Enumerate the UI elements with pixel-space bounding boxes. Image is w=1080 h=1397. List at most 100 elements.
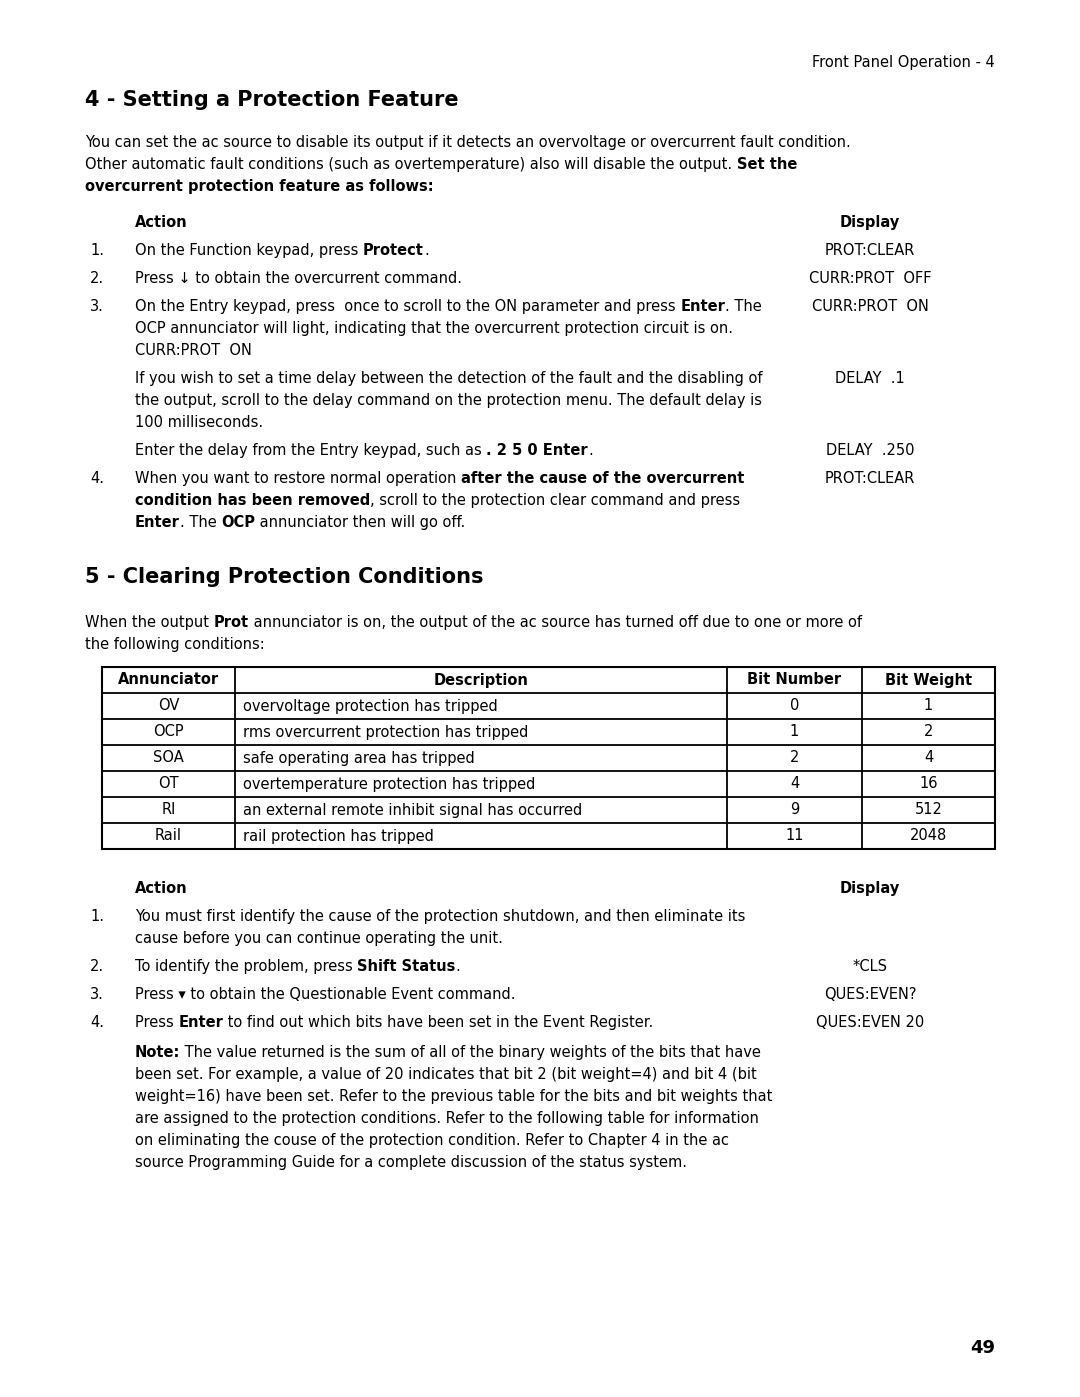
Text: Shift Status: Shift Status: [357, 958, 456, 974]
Text: PROT:CLEAR: PROT:CLEAR: [825, 471, 915, 486]
Text: Prot: Prot: [214, 615, 248, 630]
Text: Bit Number: Bit Number: [747, 672, 841, 687]
Text: To identify the problem, press: To identify the problem, press: [135, 958, 357, 974]
Text: 2.: 2.: [90, 271, 104, 286]
Text: annunciator is on, the output of the ac source has turned off due to one or more: annunciator is on, the output of the ac …: [248, 615, 862, 630]
Text: 0: 0: [789, 698, 799, 714]
Text: . 2 5 0 Enter: . 2 5 0 Enter: [486, 443, 588, 458]
Text: overvoltage protection has tripped: overvoltage protection has tripped: [243, 698, 498, 714]
Text: Bit Weight: Bit Weight: [885, 672, 972, 687]
Text: 16: 16: [919, 777, 937, 792]
Text: 1.: 1.: [90, 243, 104, 258]
Text: the output, scroll to the delay command on the protection menu. The default dela: the output, scroll to the delay command …: [135, 393, 762, 408]
Text: 2048: 2048: [909, 828, 947, 844]
Text: On the Function keypad, press: On the Function keypad, press: [135, 243, 363, 258]
Text: annunciator then will go off.: annunciator then will go off.: [255, 515, 465, 529]
Text: , scroll to the protection clear command and press: , scroll to the protection clear command…: [370, 493, 741, 509]
Text: weight=16) have been set. Refer to the previous table for the bits and bit weigh: weight=16) have been set. Refer to the p…: [135, 1090, 772, 1104]
Text: Protect: Protect: [363, 243, 423, 258]
Text: CURR:PROT  ON: CURR:PROT ON: [811, 299, 929, 314]
Text: *CLS: *CLS: [852, 958, 888, 974]
Text: 4: 4: [789, 777, 799, 792]
Text: 4 - Setting a Protection Feature: 4 - Setting a Protection Feature: [85, 89, 459, 110]
Text: rms overcurrent protection has tripped: rms overcurrent protection has tripped: [243, 725, 528, 739]
Text: OV: OV: [158, 698, 179, 714]
Text: .: .: [423, 243, 429, 258]
Text: 100 milliseconds.: 100 milliseconds.: [135, 415, 264, 430]
Text: DELAY  .250: DELAY .250: [826, 443, 915, 458]
Text: source Programming Guide for a complete discussion of the status system.: source Programming Guide for a complete …: [135, 1155, 687, 1171]
Text: are assigned to the protection conditions. Refer to the following table for info: are assigned to the protection condition…: [135, 1111, 759, 1126]
Text: cause before you can continue operating the unit.: cause before you can continue operating …: [135, 930, 503, 946]
Text: 5 - Clearing Protection Conditions: 5 - Clearing Protection Conditions: [85, 567, 484, 587]
Text: CURR:PROT  OFF: CURR:PROT OFF: [809, 271, 931, 286]
Text: .: .: [588, 443, 593, 458]
Text: .: .: [456, 958, 460, 974]
Text: 1: 1: [923, 698, 933, 714]
Text: Set the: Set the: [737, 156, 797, 172]
Text: 2.: 2.: [90, 958, 104, 974]
Text: Description: Description: [433, 672, 528, 687]
Text: QUES:EVEN?: QUES:EVEN?: [824, 988, 916, 1002]
Text: Action: Action: [135, 215, 188, 231]
Text: 1.: 1.: [90, 909, 104, 923]
Text: Other automatic fault conditions (such as overtemperature) also will disable the: Other automatic fault conditions (such a…: [85, 156, 737, 172]
Text: . The: . The: [180, 515, 221, 529]
Text: CURR:PROT  ON: CURR:PROT ON: [135, 344, 252, 358]
Text: Press: Press: [135, 1016, 178, 1030]
Text: after the cause of the overcurrent: after the cause of the overcurrent: [461, 471, 744, 486]
Text: RI: RI: [161, 802, 176, 817]
Text: Display: Display: [840, 215, 900, 231]
Text: Enter: Enter: [135, 515, 180, 529]
Text: OCP: OCP: [221, 515, 255, 529]
Text: 9: 9: [789, 802, 799, 817]
Text: 49: 49: [970, 1338, 995, 1356]
Text: Front Panel Operation - 4: Front Panel Operation - 4: [812, 54, 995, 70]
Text: 2: 2: [923, 725, 933, 739]
Text: If you wish to set a time delay between the detection of the fault and the disab: If you wish to set a time delay between …: [135, 372, 762, 386]
Text: DELAY  .1: DELAY .1: [835, 372, 905, 386]
Text: the following conditions:: the following conditions:: [85, 637, 265, 652]
Text: You can set the ac source to disable its output if it detects an overvoltage or : You can set the ac source to disable its…: [85, 136, 851, 149]
Text: 4: 4: [923, 750, 933, 766]
Text: been set. For example, a value of 20 indicates that bit 2 (bit weight=4) and bit: been set. For example, a value of 20 ind…: [135, 1067, 757, 1083]
Text: Press ▾ to obtain the Questionable Event command.: Press ▾ to obtain the Questionable Event…: [135, 988, 515, 1002]
Text: Enter: Enter: [680, 299, 725, 314]
Text: Display: Display: [840, 882, 900, 895]
Text: to find out which bits have been set in the Event Register.: to find out which bits have been set in …: [224, 1016, 653, 1030]
Text: OCP: OCP: [153, 725, 184, 739]
Text: 512: 512: [915, 802, 943, 817]
Text: 4.: 4.: [90, 471, 104, 486]
Text: rail protection has tripped: rail protection has tripped: [243, 828, 434, 844]
Text: overtemperature protection has tripped: overtemperature protection has tripped: [243, 777, 536, 792]
Text: 3.: 3.: [90, 299, 104, 314]
Text: The value returned is the sum of all of the binary weights of the bits that have: The value returned is the sum of all of …: [180, 1045, 761, 1060]
Text: PROT:CLEAR: PROT:CLEAR: [825, 243, 915, 258]
Text: OCP annunciator will light, indicating that the overcurrent protection circuit i: OCP annunciator will light, indicating t…: [135, 321, 733, 337]
Text: Rail: Rail: [156, 828, 183, 844]
Text: OT: OT: [158, 777, 179, 792]
Text: . The: . The: [725, 299, 761, 314]
Text: Note:: Note:: [135, 1045, 180, 1060]
Text: 11: 11: [785, 828, 804, 844]
Text: Press ↓ to obtain the overcurrent command.: Press ↓ to obtain the overcurrent comman…: [135, 271, 462, 286]
Text: on eliminating the couse of the protection condition. Refer to Chapter 4 in the : on eliminating the couse of the protecti…: [135, 1133, 729, 1148]
Text: SOA: SOA: [153, 750, 184, 766]
Text: Enter the delay from the Entry keypad, such as: Enter the delay from the Entry keypad, s…: [135, 443, 486, 458]
Text: 1: 1: [789, 725, 799, 739]
Text: Action: Action: [135, 882, 188, 895]
Text: You must first identify the cause of the protection shutdown, and then eliminate: You must first identify the cause of the…: [135, 909, 745, 923]
Text: Annunciator: Annunciator: [118, 672, 219, 687]
Text: QUES:EVEN 20: QUES:EVEN 20: [815, 1016, 924, 1030]
Text: When the output: When the output: [85, 615, 214, 630]
Text: safe operating area has tripped: safe operating area has tripped: [243, 750, 475, 766]
Text: condition has been removed: condition has been removed: [135, 493, 370, 509]
Text: When you want to restore normal operation: When you want to restore normal operatio…: [135, 471, 461, 486]
Text: overcurrent protection feature as follows:: overcurrent protection feature as follow…: [85, 179, 434, 194]
Text: 2: 2: [789, 750, 799, 766]
Bar: [102, 666, 995, 849]
Text: an external remote inhibit signal has occurred: an external remote inhibit signal has oc…: [243, 802, 582, 817]
Text: On the Entry keypad, press  once to scroll to the ON parameter and press: On the Entry keypad, press once to scrol…: [135, 299, 680, 314]
Text: 3.: 3.: [90, 988, 104, 1002]
Text: Enter: Enter: [178, 1016, 224, 1030]
